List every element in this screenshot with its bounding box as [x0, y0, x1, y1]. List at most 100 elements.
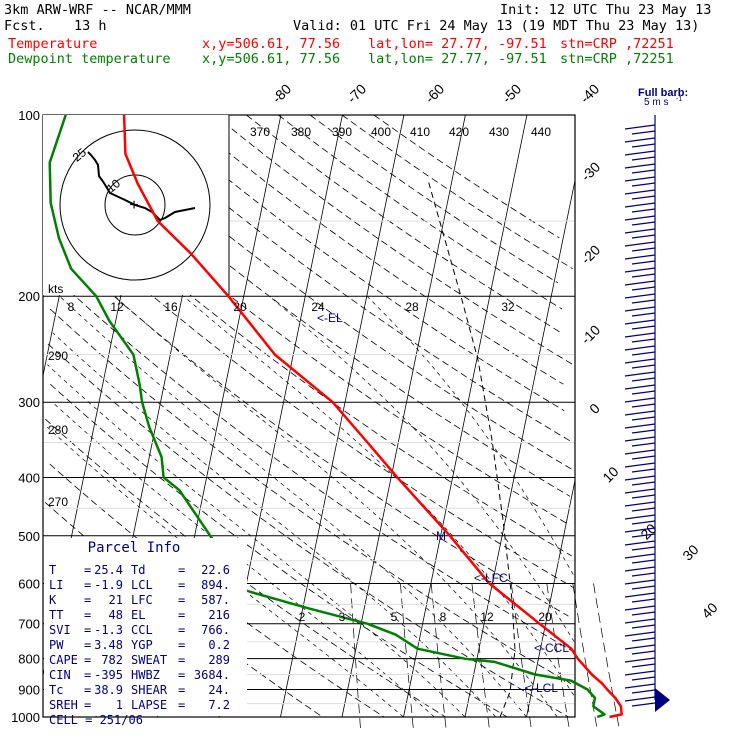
- wind-barb: [631, 403, 656, 408]
- wind-barb: [631, 572, 656, 577]
- wind-barb: [624, 618, 656, 624]
- level-marker: M: [436, 529, 446, 543]
- mixing-ratio-line: [510, 583, 532, 730]
- wind-barb: [624, 540, 656, 546]
- dry-adiabat: [48, 237, 569, 617]
- legend-dewpoint-xy: x,y=506.61, 77.56: [202, 51, 341, 67]
- forecast-label: Fcst.: [4, 18, 45, 34]
- parcel-info-key: SHEAR: [131, 683, 168, 697]
- parcel-info-sep: =: [84, 608, 91, 622]
- wind-barb: [624, 592, 656, 598]
- dry-adiabat-label: 290: [48, 349, 68, 363]
- moist-adiabat: [59, 295, 527, 718]
- parcel-info-sep: =: [178, 623, 185, 637]
- wind-barb: [631, 520, 656, 525]
- parcel-info-sep: =: [178, 653, 185, 667]
- parcel-info-value: 766.: [201, 623, 230, 637]
- wind-barb: [631, 156, 656, 161]
- wind-barb: [624, 280, 656, 286]
- wind-barb: [631, 195, 656, 200]
- isotherm-label: 0: [586, 400, 603, 417]
- legend-temperature-latlon: lat,lon= 27.77, -97.51: [368, 36, 547, 52]
- parcel-info-value: 48: [109, 608, 123, 622]
- wind-barb: [624, 176, 656, 182]
- wind-barb: [624, 683, 656, 689]
- parcel-info-sep: =: [178, 593, 185, 607]
- pressure-label: 700: [18, 617, 40, 632]
- wind-barb: [631, 260, 656, 265]
- wind-barb: [624, 436, 656, 442]
- wind-barb: [631, 442, 656, 447]
- pressure-label: 300: [18, 395, 40, 410]
- mixing-ratio-line: [546, 583, 570, 730]
- init-time: Init: 12 UTC Thu 23 May 13: [500, 2, 712, 18]
- dry-adiabat: [47, 202, 575, 589]
- legend-dewpoint-latlon: lat,lon= 27.77, -97.51: [368, 51, 547, 67]
- parcel-info-value: 216: [208, 608, 230, 622]
- isotherm-label: -70: [344, 81, 370, 107]
- wind-barb: [631, 416, 656, 421]
- parcel-info-key: TT: [49, 608, 63, 622]
- mixing-ratio-label: 24: [311, 300, 325, 314]
- isotherm-label: -40: [577, 81, 603, 107]
- wind-barb: [624, 124, 656, 130]
- wind-barb: [631, 494, 656, 499]
- wind-barb: [631, 351, 656, 356]
- wind-barb: [624, 358, 656, 364]
- wind-barb: [624, 423, 656, 429]
- mixing-ratio-label: 3: [339, 610, 346, 624]
- parcel-info-sep: =: [84, 563, 91, 577]
- parcel-info-sep: =: [178, 698, 185, 712]
- mixing-ratio-label: 20: [233, 300, 247, 314]
- wind-barb: [631, 247, 656, 252]
- dry-adiabat: [47, 343, 569, 718]
- wind-barb: [624, 410, 656, 416]
- parcel-info-sep: =: [178, 638, 185, 652]
- mixing-ratio-line: [350, 583, 361, 730]
- wind-barb: [631, 143, 656, 148]
- wind-barb: [624, 657, 656, 663]
- mixing-ratio-line: [400, 583, 414, 730]
- dry-adiabat: [341, 114, 573, 270]
- level-marker: <-EL: [317, 311, 343, 325]
- isotherm: [403, 114, 528, 718]
- wind-barb: [631, 273, 656, 278]
- wind-barb: [631, 546, 656, 551]
- dry-adiabat: [214, 114, 574, 366]
- mixing-ratio-label: 2: [299, 610, 306, 624]
- wind-barb: [631, 663, 656, 668]
- parcel-info-key: CIN: [49, 668, 71, 682]
- isotherm: [526, 480, 576, 718]
- wind-barb: [624, 254, 656, 260]
- wind-barb: [624, 397, 656, 403]
- wind-barb: [624, 488, 656, 494]
- parcel-info-value: 587.: [201, 593, 230, 607]
- dry-adiabat-label: 280: [48, 423, 68, 437]
- isotherm-label: 40: [698, 599, 720, 621]
- dry-adiabat: [118, 114, 574, 443]
- parcel-info-key: Td: [131, 563, 145, 577]
- mixing-ratio-line: [430, 583, 447, 730]
- wind-barb: [631, 637, 656, 642]
- theta-label: 390: [332, 125, 352, 139]
- pressure-label: 1000: [11, 710, 40, 725]
- parcel-info-cell: CELL = 251/06: [49, 713, 143, 727]
- wind-barb: [624, 670, 656, 676]
- mixing-ratio-label: 32: [501, 300, 515, 314]
- theta-label: 410: [410, 125, 430, 139]
- parcel-info-value: 25.4: [94, 563, 123, 577]
- parcel-info-value: 24.: [208, 683, 230, 697]
- wind-barb: [624, 267, 656, 273]
- parcel-info-key: SWEAT: [131, 653, 167, 667]
- isotherm: [280, 114, 405, 718]
- parcel-info-value: 21: [109, 593, 123, 607]
- parcel-info-sep: =: [84, 683, 91, 697]
- parcel-info-key: HWBZ: [131, 668, 160, 682]
- theta-label: 380: [291, 125, 311, 139]
- wind-barb: [624, 514, 656, 520]
- wind-barb: [631, 481, 656, 486]
- isotherm: [464, 180, 576, 718]
- legend-temperature-name: Temperature: [8, 36, 98, 52]
- level-marker: <-CCL: [534, 641, 569, 655]
- dry-adiabat: [49, 308, 571, 684]
